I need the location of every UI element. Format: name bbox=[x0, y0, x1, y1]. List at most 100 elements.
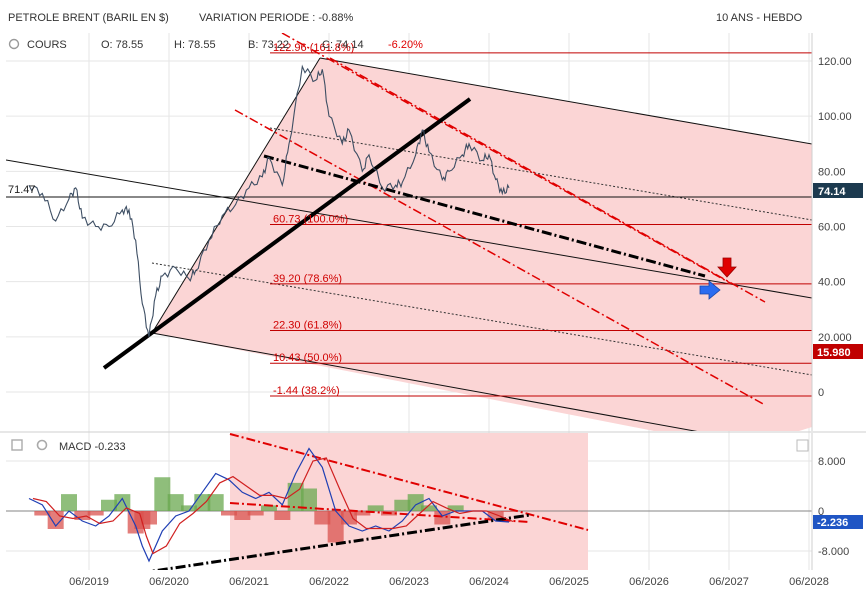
marker-price-value: 15.980 bbox=[817, 347, 851, 359]
ohlc-open: O: 78.55 bbox=[101, 39, 143, 51]
x-tick-label: 06/2020 bbox=[149, 576, 189, 588]
macd-hist-bar bbox=[301, 488, 317, 511]
macd-hist-bar bbox=[61, 494, 77, 511]
macd-last-tag: -2.236 bbox=[813, 515, 863, 529]
left-level-label: 71.47 bbox=[8, 184, 36, 196]
macd-hist-bar bbox=[207, 494, 224, 511]
x-tick-label: 06/2023 bbox=[389, 576, 429, 588]
macd-last-value: -2.236 bbox=[817, 517, 848, 529]
macd-hist-bar bbox=[87, 511, 104, 516]
change-badge: -6.20% bbox=[388, 39, 423, 51]
channel-lower-line bbox=[151, 332, 698, 431]
macd-hist-bar bbox=[487, 511, 504, 520]
macd-toolbar-icons[interactable] bbox=[11, 439, 809, 452]
macd-hist-bar bbox=[367, 505, 384, 511]
channel-mid-lower-dotted bbox=[151, 262, 812, 376]
last-price-value: 74.14 bbox=[818, 186, 846, 198]
macd-hist-bar bbox=[261, 505, 277, 511]
macd-hist-bar bbox=[407, 494, 424, 511]
macd-hist-bar bbox=[287, 482, 304, 511]
black-support-thick bbox=[102, 97, 472, 370]
macd-label: MACD -0.233 bbox=[59, 441, 126, 453]
y-tick-label: 120.00 bbox=[818, 56, 852, 68]
channel-left-line bbox=[151, 57, 321, 334]
fibonacci-labels: 122.96 (161.8%) 60.73 (100.0%) 39.20 (78.6… bbox=[273, 42, 354, 397]
macd-signal-line bbox=[32, 457, 514, 555]
red-dash-line-3 bbox=[329, 57, 766, 303]
x-tick-label: 06/2025 bbox=[549, 576, 589, 588]
ohlc-high: H: 78.55 bbox=[174, 39, 216, 51]
macd-hist-bar bbox=[434, 511, 451, 525]
macd-y-tick-label: 0 bbox=[818, 506, 824, 518]
macd-channel-lower bbox=[229, 502, 531, 523]
ohlc-low: B: 73.22 bbox=[248, 39, 289, 51]
y-tick-label: 40.00 bbox=[818, 277, 846, 289]
y-tick-label: 80.00 bbox=[818, 166, 846, 178]
macd-hist-bar bbox=[141, 511, 157, 525]
fib-level-label: 22.30 (61.8%) bbox=[273, 319, 342, 331]
long-trend-line bbox=[6, 159, 812, 299]
gear-icon[interactable] bbox=[36, 439, 48, 451]
red-dash-line-1 bbox=[281, 33, 731, 284]
down-arrow-icon bbox=[717, 257, 737, 278]
x-tick-label: 06/2019 bbox=[69, 576, 109, 588]
fib-level-label: 60.73 (100.0%) bbox=[273, 213, 348, 225]
macd-y-axis: 8.000 0 -8.000 bbox=[818, 456, 849, 558]
expand-icon[interactable] bbox=[11, 439, 23, 451]
regression-channel-fill bbox=[152, 58, 812, 431]
zoom-icon[interactable] bbox=[8, 38, 20, 50]
black-dashdot-trend bbox=[263, 154, 706, 278]
macd-hist-bar bbox=[354, 511, 371, 516]
macd-plot-area bbox=[6, 433, 812, 570]
cours-label: COURS bbox=[27, 39, 67, 51]
period-variation: VARIATION PERIODE : -0.88% bbox=[199, 12, 354, 24]
macd-y-tick-label: 8.000 bbox=[818, 456, 846, 468]
x-tick-label: 06/2021 bbox=[229, 576, 269, 588]
x-tick-label: 06/2027 bbox=[709, 576, 749, 588]
fib-level-label: 39.20 (78.6%) bbox=[273, 273, 342, 285]
right-arrow-icon bbox=[699, 280, 721, 300]
x-tick-label: 06/2022 bbox=[309, 576, 349, 588]
macd-hist-bar bbox=[221, 511, 237, 516]
macd-hist-bar bbox=[501, 511, 517, 512]
ohlc-close: C: 74.14 bbox=[322, 39, 364, 51]
x-tick-label: 06/2026 bbox=[629, 576, 669, 588]
macd-hist-bar bbox=[154, 477, 171, 511]
channel-upper-line bbox=[319, 57, 812, 145]
marker-price-tag: 15.980 bbox=[813, 344, 863, 359]
macd-hist-bar bbox=[74, 511, 91, 520]
macd-hist-bar bbox=[447, 505, 464, 511]
macd-hist-bar bbox=[34, 511, 51, 516]
y-tick-label: 60.00 bbox=[818, 222, 846, 234]
macd-hist-bar bbox=[274, 511, 291, 520]
panel-toggle-icon[interactable] bbox=[796, 439, 809, 452]
price-series-line bbox=[28, 64, 510, 337]
macd-hist-bar bbox=[327, 511, 344, 543]
x-axis: 06/2019 06/2020 06/2021 06/2022 06/2023 06/20… bbox=[69, 576, 829, 588]
fibonacci-levels bbox=[270, 52, 812, 397]
macd-hist-bar bbox=[167, 494, 184, 511]
macd-hist-bar bbox=[314, 511, 331, 525]
fib-level-label: 10.43 (50.0%) bbox=[273, 352, 342, 364]
fib-level-label: -1.44 (38.2%) bbox=[273, 385, 340, 397]
period-label: 10 ANS - HEBDO bbox=[716, 12, 803, 24]
instrument-title: PETROLE BRENT (BARIL EN $) bbox=[8, 12, 169, 24]
main-plot-area: 122.96 (161.8%) 60.73 (100.0%) 39.20 (78.6… bbox=[6, 33, 812, 431]
main-y-axis: 120.00 100.00 80.00 60.00 40.00 20.000 0 bbox=[818, 56, 852, 399]
panel-toolbar-icons[interactable] bbox=[8, 38, 20, 50]
macd-support-dashdot bbox=[149, 513, 531, 570]
y-tick-label: 100.00 bbox=[818, 111, 852, 123]
macd-hist-bar bbox=[234, 511, 251, 520]
y-tick-label: 0 bbox=[818, 387, 824, 399]
macd-hist-bar bbox=[181, 505, 197, 511]
macd-hist-bar bbox=[394, 499, 411, 511]
macd-hist-bar bbox=[421, 505, 437, 511]
macd-hist-bar bbox=[247, 511, 264, 516]
chart-header: PETROLE BRENT (BARIL EN $) VARIATION PER… bbox=[0, 0, 866, 32]
x-tick-label: 06/2024 bbox=[469, 576, 509, 588]
macd-y-tick-label: -8.000 bbox=[818, 546, 849, 558]
last-price-tag: 74.14 bbox=[813, 183, 863, 198]
x-tick-label: 06/2028 bbox=[789, 576, 829, 588]
fib-level-label: 122.96 (161.8%) bbox=[273, 42, 354, 54]
